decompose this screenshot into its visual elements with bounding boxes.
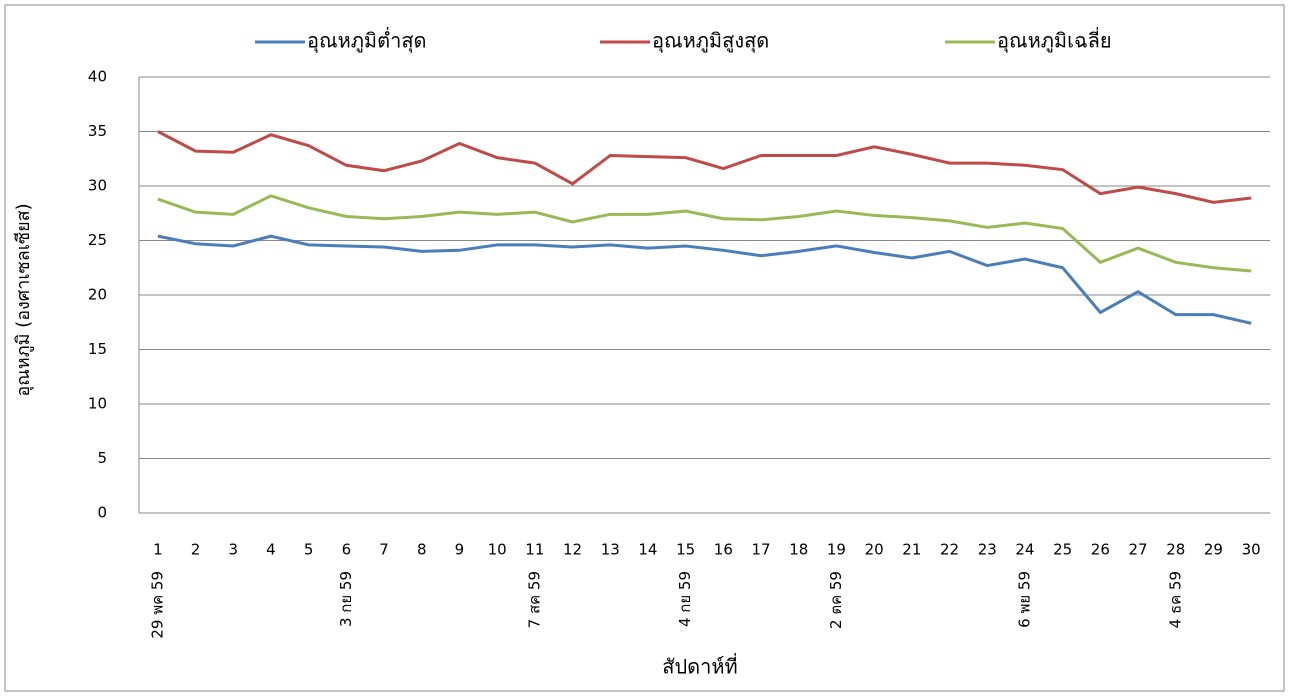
- x-tick-label: 27: [1129, 541, 1148, 559]
- x-date-label: 2 ตค 59: [827, 571, 845, 629]
- x-tick-label: 14: [638, 541, 657, 559]
- legend-label: อุณหภูมิต่ำสุด: [307, 27, 427, 54]
- x-tick-label: 19: [827, 541, 846, 559]
- x-tick-label: 16: [714, 541, 733, 559]
- x-tick-label: 13: [601, 541, 620, 559]
- y-tick-label: 40: [88, 68, 107, 86]
- x-date-label: 3 กย 59: [337, 571, 355, 627]
- x-tick-label: 26: [1091, 541, 1110, 559]
- x-date-label: 7 สค 59: [525, 571, 543, 628]
- x-tick-label: 10: [488, 541, 507, 559]
- y-tick-label: 5: [97, 449, 107, 467]
- x-date-label: 4 กย 59: [676, 571, 694, 627]
- x-tick-label: 15: [676, 541, 695, 559]
- x-tick-label: 9: [455, 541, 465, 559]
- x-tick-label: 23: [978, 541, 997, 559]
- x-tick-label: 21: [902, 541, 921, 559]
- x-tick-label: 3: [228, 541, 238, 559]
- y-axis-title: อุณหภูมิ (องศาเซลเซียส): [13, 203, 34, 396]
- x-tick-label: 2: [191, 541, 201, 559]
- x-tick-label: 6: [342, 541, 352, 559]
- y-tick-label: 25: [88, 231, 107, 249]
- x-date-label: 4 ธค 59: [1166, 571, 1184, 628]
- y-tick-label: 35: [88, 122, 107, 140]
- legend-label: อุณหภูมิสูงสุด: [652, 29, 769, 54]
- x-tick-label: 7: [379, 541, 389, 559]
- legend-label: อุณหภูมิเฉลี่ย: [997, 27, 1112, 54]
- series-line: [157, 194, 1252, 273]
- x-date-label: 29 พค 59: [148, 571, 166, 639]
- x-tick-label: 20: [865, 541, 884, 559]
- x-tick-label: 5: [304, 541, 314, 559]
- x-tick-label: 18: [789, 541, 808, 559]
- y-tick-label: 20: [88, 286, 107, 304]
- x-axis-title: สัปดาห์ที่: [662, 653, 738, 679]
- x-tick-label: 1: [153, 541, 163, 559]
- y-tick-label: 30: [88, 177, 107, 195]
- x-tick-label: 17: [752, 541, 771, 559]
- x-tick-label: 25: [1053, 541, 1072, 559]
- y-tick-label: 0: [97, 504, 107, 522]
- x-tick-label: 30: [1242, 541, 1261, 559]
- x-date-label: 6 พย 59: [1015, 571, 1033, 628]
- x-tick-label: 24: [1015, 541, 1034, 559]
- y-tick-label: 10: [88, 395, 107, 413]
- chart-frame: [4, 4, 1285, 692]
- x-tick-label: 22: [940, 541, 959, 559]
- y-tick-label: 15: [88, 340, 107, 358]
- x-tick-label: 12: [563, 541, 582, 559]
- series-line: [157, 130, 1252, 204]
- series-line: [157, 234, 1252, 325]
- x-tick-label: 11: [525, 541, 544, 559]
- x-tick-label: 29: [1204, 541, 1223, 559]
- x-tick-label: 8: [417, 541, 427, 559]
- x-tick-label: 28: [1166, 541, 1185, 559]
- x-tick-label: 4: [266, 541, 276, 559]
